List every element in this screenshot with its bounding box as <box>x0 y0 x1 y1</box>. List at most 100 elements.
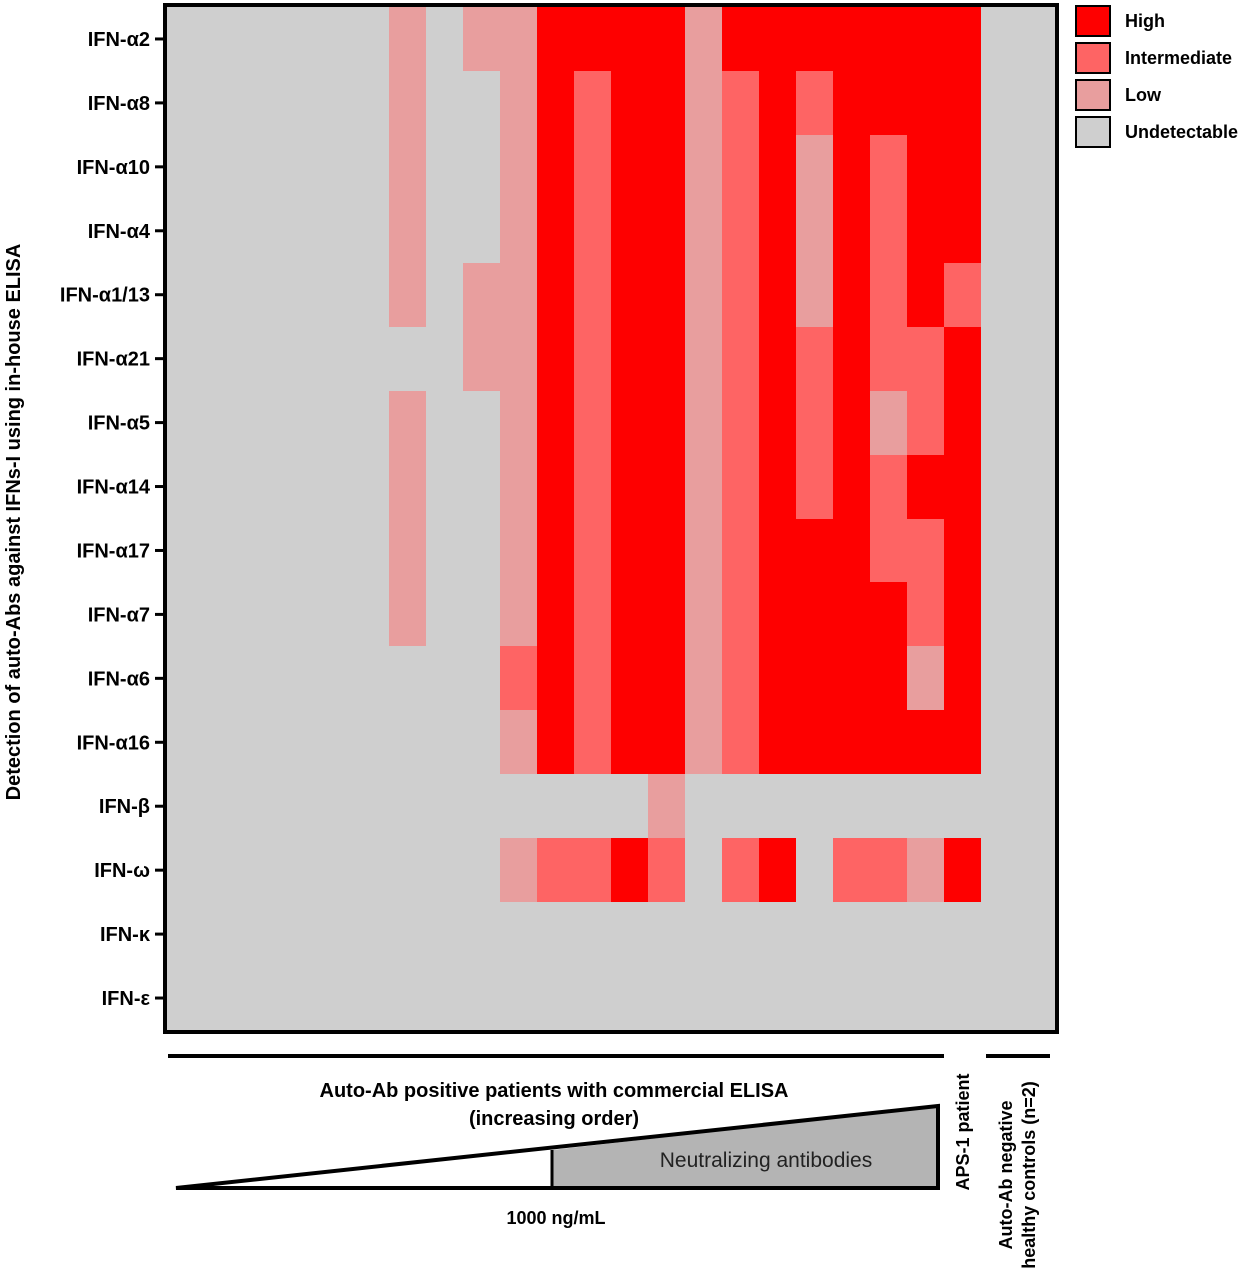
heatmap-cell <box>167 582 204 646</box>
neutralizing-area <box>552 1106 938 1188</box>
heatmap-cell <box>611 71 648 135</box>
heatmap-cell <box>796 710 833 774</box>
heatmap-cell <box>463 710 500 774</box>
heatmap-cell <box>204 902 241 966</box>
heatmap-cell <box>833 263 870 327</box>
heatmap-cell <box>426 838 463 902</box>
heatmap-cell <box>315 774 352 838</box>
heatmap-cell <box>315 327 352 391</box>
heatmap-cell <box>796 263 833 327</box>
heatmap-cell <box>315 455 352 519</box>
row-label: IFN-α7 <box>88 604 150 626</box>
heatmap-cell <box>907 582 944 646</box>
heatmap-cell <box>574 135 611 199</box>
heatmap-cell <box>833 646 870 710</box>
heatmap-cell <box>981 582 1018 646</box>
heatmap-cell <box>204 7 241 71</box>
row-label: IFN-α4 <box>88 221 151 243</box>
heatmap-cell <box>537 710 574 774</box>
row-label: IFN-α5 <box>88 413 150 435</box>
heatmap-cell <box>352 710 389 774</box>
heatmap-cell <box>537 455 574 519</box>
heatmap-cell <box>574 263 611 327</box>
heatmap-cell <box>574 199 611 263</box>
heatmap-cell <box>722 135 759 199</box>
heatmap-cell <box>907 966 944 1030</box>
heatmap-cell <box>278 199 315 263</box>
heatmap-cell <box>352 391 389 455</box>
heatmap-cell <box>352 582 389 646</box>
heatmap-cell <box>426 902 463 966</box>
heatmap-cell <box>352 455 389 519</box>
heatmap-cell <box>611 135 648 199</box>
heatmap-frame <box>163 3 1059 1034</box>
heatmap-cell <box>907 135 944 199</box>
heatmap-cell <box>870 710 907 774</box>
heatmap-cell <box>204 71 241 135</box>
heatmap-cell <box>463 135 500 199</box>
heatmap-cell <box>241 646 278 710</box>
heatmap-cell <box>944 646 981 710</box>
heatmap-cell <box>796 327 833 391</box>
heatmap-cell <box>981 327 1018 391</box>
heatmap-cell <box>426 710 463 774</box>
heatmap-cell <box>463 582 500 646</box>
heatmap-cell <box>1018 710 1055 774</box>
heatmap-cell <box>463 519 500 582</box>
legend-label: High <box>1125 11 1165 31</box>
heatmap-cell <box>833 455 870 519</box>
heatmap-cell <box>907 71 944 135</box>
heatmap-cell <box>685 199 722 263</box>
heatmap-cell <box>204 263 241 327</box>
row-label: IFN-α16 <box>77 732 150 754</box>
heatmap-cell <box>167 135 204 199</box>
heatmap-cell <box>611 519 648 582</box>
y-axis-label: Detection of auto-Abs against IFNs-I usi… <box>3 244 25 801</box>
heatmap-cell <box>426 519 463 582</box>
heatmap-cell <box>796 199 833 263</box>
heatmap-cell <box>167 263 204 327</box>
heatmap-cell <box>870 966 907 1030</box>
heatmap-cell <box>611 7 648 71</box>
heatmap-cell <box>722 7 759 71</box>
heatmap-cell <box>944 7 981 71</box>
heatmap-cell <box>315 582 352 646</box>
heatmap-cell <box>611 902 648 966</box>
heatmap-cell <box>352 7 389 71</box>
heatmap-cell <box>167 391 204 455</box>
patients-label-line2: (increasing order) <box>469 1108 639 1130</box>
heatmap-cell <box>537 774 574 838</box>
heatmap-cell <box>759 838 796 902</box>
heatmap-cell <box>907 710 944 774</box>
heatmap-cell <box>796 582 833 646</box>
heatmap-cell <box>759 710 796 774</box>
heatmap-cell <box>722 327 759 391</box>
heatmap-cell <box>1018 199 1055 263</box>
heatmap-cell <box>204 455 241 519</box>
heatmap-cell <box>278 774 315 838</box>
heatmap-cell <box>648 582 685 646</box>
row-label: IFN-α2 <box>88 29 150 51</box>
heatmap-cell <box>759 391 796 455</box>
heatmap-cell <box>278 391 315 455</box>
heatmap-cell <box>796 774 833 838</box>
heatmap-cells <box>167 7 1055 1030</box>
heatmap-cell <box>315 263 352 327</box>
heatmap-cell <box>167 902 204 966</box>
heatmap-cell <box>537 902 574 966</box>
heatmap-cell <box>685 774 722 838</box>
heatmap-cell <box>315 71 352 135</box>
heatmap-cell <box>426 327 463 391</box>
heatmap-cell <box>648 327 685 391</box>
heatmap-cell <box>352 519 389 582</box>
heatmap-cell <box>167 519 204 582</box>
row-label: IFN-α1/13 <box>60 285 150 307</box>
heatmap-cell <box>870 391 907 455</box>
heatmap-cell <box>278 966 315 1030</box>
heatmap-cell <box>537 582 574 646</box>
heatmap-cell <box>722 71 759 135</box>
heatmap-cell <box>278 838 315 902</box>
heatmap-cell <box>352 902 389 966</box>
heatmap-cell <box>204 646 241 710</box>
legend-label: Intermediate <box>1125 48 1232 68</box>
